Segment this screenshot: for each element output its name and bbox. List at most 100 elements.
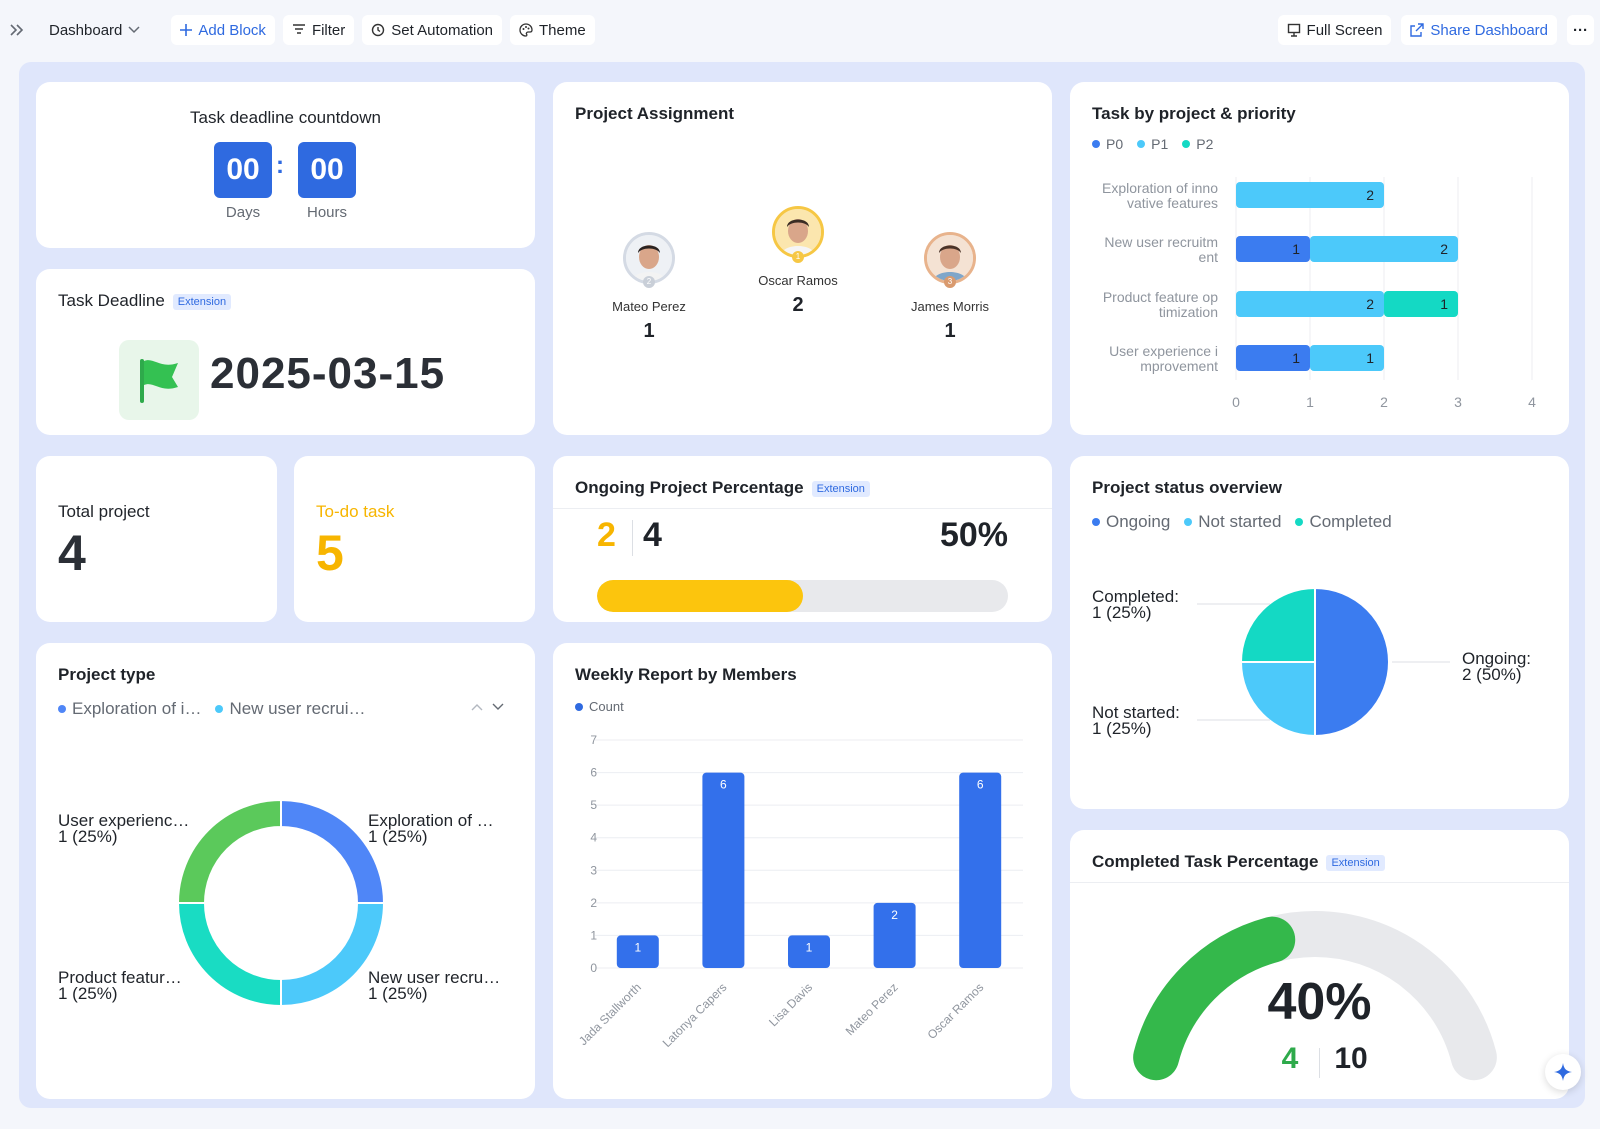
- extension-badge: Extension: [811, 480, 870, 497]
- y-tick-label: 3: [590, 863, 597, 877]
- add-block-button[interactable]: Add Block: [171, 15, 275, 45]
- legend-label: New user recrui…: [229, 699, 366, 718]
- legend-item-ongoing[interactable]: Ongoing: [1092, 512, 1170, 532]
- bar-value-label: 2: [1366, 296, 1374, 312]
- completed-title: Completed Task Percentage: [1092, 852, 1319, 871]
- bar-value-label: 2: [1366, 187, 1374, 203]
- legend-item-p0[interactable]: P0: [1092, 136, 1123, 152]
- task-deadline-header: Task Deadline Extension: [58, 291, 232, 311]
- extension-badge: Extension: [172, 293, 232, 310]
- ongoing-header: Ongoing Project Percentage Extension: [575, 478, 870, 498]
- dashboard-selector[interactable]: Dashboard: [40, 15, 149, 45]
- x-tick-label: 2: [1380, 394, 1388, 410]
- label-completed-value: 1 (25%): [1092, 603, 1152, 622]
- completed-header: Completed Task Percentage Extension: [1092, 852, 1385, 872]
- status-overview-card[interactable]: Project status overview Ongoing Not star…: [1070, 456, 1569, 809]
- legend-item-new-user[interactable]: New user recrui…: [215, 699, 366, 719]
- palette-icon: [519, 23, 533, 37]
- more-options-button[interactable]: ···: [1567, 15, 1594, 45]
- set-automation-label: Set Automation: [391, 21, 494, 39]
- countdown-separator: :: [276, 152, 284, 179]
- legend-item-p1[interactable]: P1: [1137, 136, 1168, 152]
- legend-item-completed[interactable]: Completed: [1295, 512, 1392, 532]
- x-tick-label: 0: [1232, 394, 1240, 410]
- project-type-card[interactable]: Project type Exploration of i… New user …: [36, 643, 535, 1099]
- set-automation-button[interactable]: Set Automation: [362, 15, 503, 45]
- legend-dot: [1092, 140, 1100, 148]
- countdown-card[interactable]: Task deadline countdown 00 : 00 Days Hou…: [36, 82, 535, 248]
- expand-sidebar-icon[interactable]: [8, 21, 26, 39]
- bar-value-label: 1: [1440, 296, 1448, 312]
- ongoing-progress-fill: [597, 580, 803, 612]
- bar: [873, 902, 916, 968]
- weekly-report-title: Weekly Report by Members: [575, 665, 797, 684]
- y-tick-label: 0: [590, 961, 597, 975]
- share-dashboard-button[interactable]: Share Dashboard: [1401, 15, 1557, 45]
- filter-button[interactable]: Filter: [282, 15, 355, 45]
- pie-slice: [1239, 586, 1316, 663]
- bar: [702, 772, 745, 968]
- weekly-report-card[interactable]: Weekly Report by Members Count 0 1 2 3 4 5 6 7 1…: [553, 643, 1052, 1099]
- legend-dot: [1092, 518, 1100, 526]
- task-priority-card[interactable]: Task by project & priority P0 P1 P2 0 1 2 3…: [1070, 82, 1569, 435]
- task-deadline-card[interactable]: Task Deadline Extension 2025-03-15: [36, 269, 535, 435]
- bar-segment: [1310, 345, 1384, 371]
- ongoing-percentage-card[interactable]: Ongoing Project Percentage Extension 2 4 …: [553, 456, 1052, 622]
- project-type-legend: Exploration of i… New user recrui…: [58, 699, 366, 719]
- plus-icon: [180, 24, 193, 36]
- ai-assistant-button[interactable]: [1545, 1054, 1581, 1090]
- ongoing-total: 4: [643, 516, 662, 554]
- bar-segment: [1236, 182, 1384, 208]
- task-deadline-title: Task Deadline: [58, 291, 165, 310]
- gauge-fill: [1133, 916, 1296, 1081]
- legend-item-exploration[interactable]: Exploration of i…: [58, 699, 201, 719]
- label-exploration-value: 1 (25%): [368, 827, 428, 846]
- pie-slice: [1314, 586, 1390, 738]
- x-tick-label: Lisa Davis: [766, 980, 815, 1029]
- category-label: New user recruitm: [1104, 234, 1218, 250]
- weekly-legend: Count: [575, 699, 624, 714]
- bar-value-label: 1: [1292, 350, 1300, 366]
- full-screen-button[interactable]: Full Screen: [1277, 15, 1392, 45]
- ongoing-current: 2: [597, 516, 616, 554]
- total-project-card[interactable]: Total project 4: [36, 456, 277, 622]
- legend-dot: [1184, 518, 1193, 526]
- legend-label: P0: [1106, 136, 1124, 152]
- legend-item-not-started[interactable]: Not started: [1184, 512, 1281, 532]
- category-label: Exploration of inno: [1102, 180, 1218, 196]
- legend-item-p2[interactable]: P2: [1182, 136, 1213, 152]
- chevron-up-icon[interactable]: [471, 703, 483, 711]
- share-dashboard-label: Share Dashboard: [1430, 21, 1548, 39]
- completed-percentage-card[interactable]: Completed Task Percentage Extension 40% 4…: [1070, 830, 1569, 1099]
- task-priority-legend: P0 P1 P2: [1092, 136, 1213, 152]
- pie-slice: [1239, 661, 1316, 738]
- weekly-bar-chart: 0 1 2 3 4 5 6 7 1 Jada Stallworth 6 Latonya Capers 1…: [576, 733, 1023, 1050]
- label-user-experience: User experienc…: [58, 811, 189, 830]
- ongoing-progress-track: [597, 580, 1008, 612]
- chevron-down-icon[interactable]: [492, 703, 504, 711]
- x-tick-label: 3: [1454, 394, 1462, 410]
- ongoing-percent: 50%: [939, 516, 1008, 554]
- legend-item-count[interactable]: Count: [575, 699, 624, 714]
- project-assignment-card[interactable]: Project Assignment 2 Mateo Perez 1 1 Osc…: [553, 82, 1052, 435]
- full-screen-label: Full Screen: [1306, 21, 1383, 39]
- label-user-experience-value: 1 (25%): [58, 827, 118, 846]
- bar-value-label: 1: [1366, 350, 1374, 366]
- bar-segment: [1384, 291, 1458, 317]
- bar-segment: [1310, 236, 1458, 262]
- legend-dot: [215, 705, 224, 713]
- legend-label: P2: [1196, 136, 1214, 152]
- filter-icon: [292, 23, 306, 37]
- x-tick-label: Jada Stallworth: [576, 980, 644, 1048]
- bar-value-label: 6: [977, 778, 984, 792]
- bar: [616, 935, 659, 968]
- todo-task-card[interactable]: To-do task 5: [294, 456, 535, 622]
- header-divider: [553, 508, 1052, 509]
- legend-label: Completed: [1309, 512, 1392, 531]
- share-icon: [1410, 23, 1425, 37]
- label-not-started-value: 1 (25%): [1092, 719, 1152, 738]
- legend-dot: [1137, 140, 1146, 148]
- label-product-feature: Product featur…: [58, 968, 182, 987]
- theme-button[interactable]: Theme: [510, 15, 595, 45]
- bar-value-label: 2: [891, 908, 898, 922]
